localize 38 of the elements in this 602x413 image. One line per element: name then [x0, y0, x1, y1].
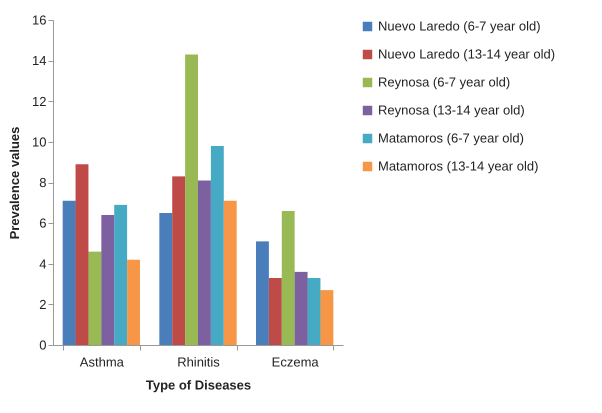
bar [268, 278, 282, 345]
bar [172, 176, 186, 345]
y-tick-label: 16 [32, 12, 46, 28]
y-axis-title: Prevalence values [7, 126, 22, 240]
legend-label: Reynosa (6-7 year old) [378, 74, 510, 90]
bar [210, 146, 224, 345]
bar [62, 200, 76, 345]
x-axis-title: Type of Diseases [146, 378, 252, 392]
bar [185, 54, 198, 345]
legend-label: Reynosa (13-14 year old) [378, 102, 525, 118]
y-tick-label: 0 [39, 338, 46, 352]
bar [159, 212, 172, 345]
bar [320, 290, 334, 345]
legend-label: Nuevo Laredo (6-7 year old) [378, 18, 541, 34]
bar [114, 204, 128, 345]
legend-label: Matamoros (6-7 year old) [378, 130, 524, 146]
x-tick-label: Eczema [272, 354, 320, 370]
bar [76, 164, 88, 345]
bar [101, 215, 114, 345]
legend-label: Nuevo Laredo (13-14 year old) [378, 46, 556, 62]
y-tick-label: 10 [32, 134, 46, 150]
bar [294, 272, 308, 345]
bar [308, 278, 320, 345]
y-tick-label: 12 [32, 94, 46, 109]
y-tick-label: 14 [32, 53, 46, 68]
x-tick-label: Asthma [80, 354, 125, 370]
bar [198, 180, 211, 345]
bar [127, 260, 140, 345]
bar [88, 252, 102, 345]
y-tick-label: 4 [39, 256, 46, 272]
legend-label: Matamoros (13-14 year old) [378, 158, 538, 174]
x-tick-label: Rhinitis [177, 354, 220, 370]
bar [224, 200, 237, 345]
y-tick-label: 6 [39, 216, 46, 231]
bar [282, 210, 295, 345]
bar [256, 241, 269, 345]
y-tick-label: 8 [39, 175, 46, 190]
y-tick-label: 2 [39, 296, 46, 312]
